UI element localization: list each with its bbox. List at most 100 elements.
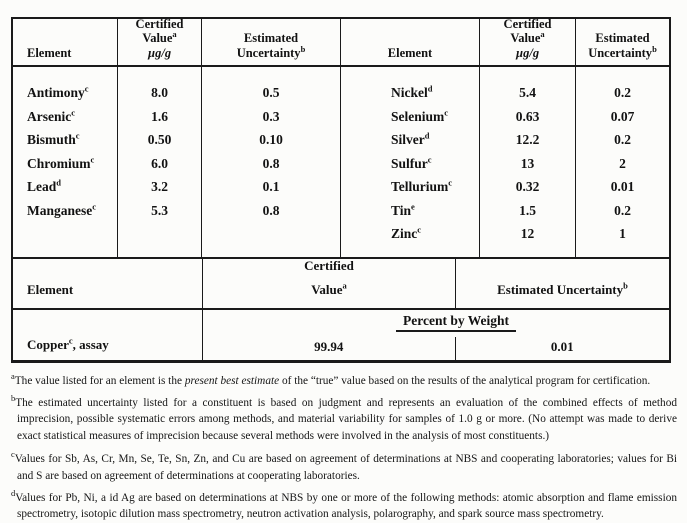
- value-cell: 12.2: [515, 132, 540, 147]
- header-line: Estimated: [595, 31, 650, 45]
- uncertainty-cell: 0.8: [262, 202, 280, 218]
- element-column-left: Antimonyc Arsenicc Bismuthc Chromiumc Le…: [13, 67, 117, 257]
- footnote-ref: c: [444, 107, 449, 117]
- footnote-ref-a: a: [342, 280, 347, 291]
- header-label: Element: [27, 45, 72, 60]
- value-cell: 12: [520, 226, 535, 241]
- uncertainty-cell: 0.01: [610, 179, 635, 194]
- percent-by-weight-subheader: Percent by Weight: [396, 313, 516, 332]
- column-header-element: Element: [13, 259, 202, 310]
- value-cell: 0.63: [515, 108, 540, 124]
- uncertainty-cell: 0.5: [262, 85, 280, 100]
- footnote-ref-a: a: [172, 28, 177, 39]
- element-name: Copperc, assay: [27, 335, 109, 352]
- element-cell: Sulfurc: [391, 154, 432, 171]
- footnote-ref: d: [427, 83, 433, 94]
- uncertainty-column-right: 0.2 0.07 0.2 2 0.01 0.2 1: [575, 67, 669, 257]
- unit-label: µg/g: [515, 45, 540, 60]
- footnote-ref: c: [417, 224, 422, 235]
- element-cell: Leadd: [27, 177, 61, 194]
- footnote-ref: c: [68, 335, 73, 346]
- copper-assay-table: Element Certified Valuea Estimated Uncer…: [13, 257, 669, 360]
- footnote-ref-a: a: [540, 28, 545, 39]
- header-line: Uncertaintyb: [588, 43, 657, 60]
- uncertainty-column-left: 0.5 0.3 0.10 0.8 0.1 0.8: [201, 67, 340, 257]
- column-header-element-left: Element: [13, 19, 117, 67]
- certified-value-column-left: 8.0 1.6 0.50 6.0 3.2 5.3: [117, 67, 201, 257]
- element-cell: Silverd: [391, 130, 430, 147]
- header-line: Valuea: [510, 28, 545, 45]
- header-line: Valuea: [311, 280, 347, 297]
- footnote-marker: d: [11, 487, 16, 498]
- header-label: Element: [387, 45, 433, 60]
- uncertainty-cell: 0.3: [262, 108, 280, 124]
- header-line: Certified: [503, 16, 552, 31]
- element-cell: Chromiumc: [27, 154, 95, 171]
- element-cell: Tine: [391, 201, 415, 218]
- uncertainty-cell: 1: [619, 226, 626, 241]
- uncertainty-cell: 0.1: [262, 179, 280, 194]
- value-cell: 8.0: [151, 85, 168, 100]
- element-cell: Manganesec: [27, 201, 97, 218]
- element-cell: Seleniumc: [391, 107, 449, 124]
- footnote-marker: b: [11, 392, 16, 403]
- footnote-marker: a: [11, 371, 15, 382]
- element-cell: Bismuthc: [27, 130, 80, 147]
- footnote-b: bThe estimated uncertainty listed for a …: [11, 392, 677, 442]
- value-cell: 13: [520, 155, 535, 171]
- copper-certified-value: 99.94: [314, 339, 344, 354]
- element-cell: Zincc: [391, 224, 422, 241]
- uncertainty-cell: 0.07: [610, 108, 635, 124]
- footnote-ref: c: [84, 83, 89, 94]
- element-cell: Arsenicc: [27, 107, 76, 124]
- uncertainty-cell: 0.8: [262, 155, 280, 171]
- unit-label: µg/g: [147, 45, 172, 60]
- footnote-ref-b: b: [623, 280, 628, 291]
- uncertainty-cell: 0.2: [614, 202, 631, 218]
- header-line: Estimated: [243, 31, 299, 45]
- value-cell: 6.0: [151, 155, 168, 171]
- copper-element-cell: Copperc, assay: [13, 310, 202, 360]
- value-cell: 5.4: [519, 85, 536, 100]
- value-cell: 0.32: [515, 179, 540, 194]
- footnote-ref: c: [448, 177, 453, 188]
- italic-phrase: present best estimate: [184, 375, 280, 387]
- copper-values-area: Percent by Weight 99.94 0.01: [202, 310, 669, 360]
- footnote-ref: c: [75, 130, 80, 141]
- header-label: Element: [27, 282, 74, 297]
- column-header-certified-value-right: Certified Valuea µg/g: [479, 16, 575, 67]
- value-cell: 1.6: [151, 108, 168, 124]
- footnote-ref-b: b: [652, 43, 657, 54]
- element-cell: Telluriumc: [391, 177, 453, 194]
- column-header-certified-value: Certified Valuea: [202, 258, 455, 310]
- header-line: Valuea: [142, 28, 177, 45]
- value-cell: 5.3: [151, 202, 168, 218]
- element-cell: Nickeld: [391, 83, 433, 100]
- uncertainty-cell: 2: [619, 155, 626, 171]
- column-header-uncertainty: Estimated Uncertaintyb: [455, 259, 669, 310]
- footnotes-section: aThe value listed for an element is the …: [11, 371, 677, 523]
- certified-values-table: Element Certified Valuea µg/g Estimated …: [11, 17, 671, 363]
- column-header-uncertainty-left: Estimated Uncertaintyb: [201, 19, 340, 67]
- header-line: Estimated Uncertaintyb: [497, 280, 628, 297]
- footnote-ref: c: [92, 201, 97, 211]
- column-header-certified-value-left: Certified Valuea µg/g: [117, 16, 201, 67]
- element-cell: Antimonyc: [27, 83, 89, 100]
- footnote-ref: e: [411, 201, 415, 211]
- subheader-row: Percent by Weight: [203, 310, 669, 337]
- element-column-right: Nickeld Seleniumc Silverd Sulfurc Tellur…: [340, 67, 479, 257]
- footnote-ref: c: [427, 154, 432, 164]
- copper-values-row: 99.94 0.01: [203, 337, 669, 360]
- footnote-c: cValues for Sb, As, Cr, Mn, Se, Te, Sn, …: [11, 449, 677, 482]
- value-cell: 0.50: [147, 132, 172, 147]
- footnote-marker: c: [11, 449, 15, 460]
- header-line: Certified: [135, 16, 184, 31]
- footnote-ref: d: [424, 130, 430, 141]
- column-header-uncertainty-right: Estimated Uncertaintyb: [575, 19, 669, 67]
- header-line: Uncertaintyb: [236, 43, 306, 60]
- footnote-a: aThe value listed for an element is the …: [11, 371, 651, 387]
- footnote-ref: c: [71, 107, 76, 117]
- footnote-d: dValues for Pb, Ni, a id Ag are based on…: [11, 487, 677, 521]
- footnote-ref-b: b: [300, 43, 306, 54]
